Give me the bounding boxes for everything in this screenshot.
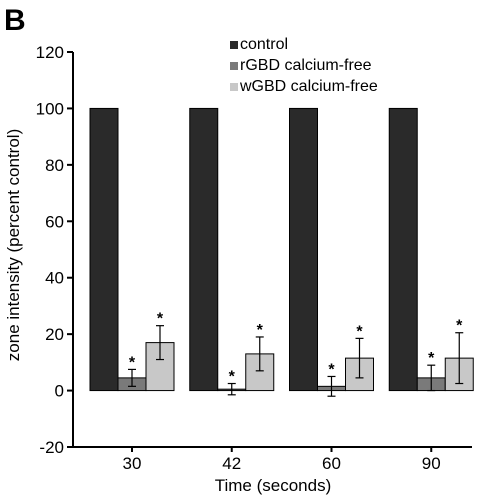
legend-swatch [230,62,238,70]
x-tick-label: 60 [322,454,341,473]
bar-control [189,107,219,392]
x-tick-label: 42 [222,454,241,473]
y-tick-label: 0 [55,382,64,401]
legend-swatch [230,83,238,91]
significance-star: * [257,322,264,339]
significance-star: * [428,350,435,367]
x-tick-label: 30 [123,454,142,473]
x-axis-label: Time (seconds) [215,476,332,495]
legend-label: wGBD calcium-free [239,78,378,95]
x-tick-label: 90 [422,454,441,473]
bar-control [89,107,119,392]
y-tick-label: 60 [45,212,64,231]
significance-star: * [129,354,136,371]
significance-star: * [229,369,236,386]
significance-star: * [157,311,164,328]
legend-swatch [230,41,238,49]
bar-wgbd-calcium-free [145,342,175,392]
y-tick-label: 100 [36,99,64,118]
legend: control rGBD calcium-free wGBD calcium-fre… [230,36,378,95]
bar-control [289,107,318,392]
y-tick-label: 80 [45,156,64,175]
panel-label: B [4,4,26,37]
plot-area: -20 0 20 40 60 80 100 120 * * 30 * * 42 * * 60 * * 90 [36,43,474,473]
bar-control [388,107,418,392]
significance-star: * [356,323,363,340]
y-tick-label: 120 [36,43,64,62]
legend-label: control [240,36,288,53]
significance-star: * [328,361,335,378]
significance-star: * [456,318,463,335]
y-tick-label: -20 [39,438,64,457]
y-tick-label: 20 [45,325,64,344]
y-axis-label: zone intensity (percent control) [4,129,23,361]
legend-label: rGBD calcium-free [240,57,372,74]
y-tick-label: 40 [45,269,64,288]
